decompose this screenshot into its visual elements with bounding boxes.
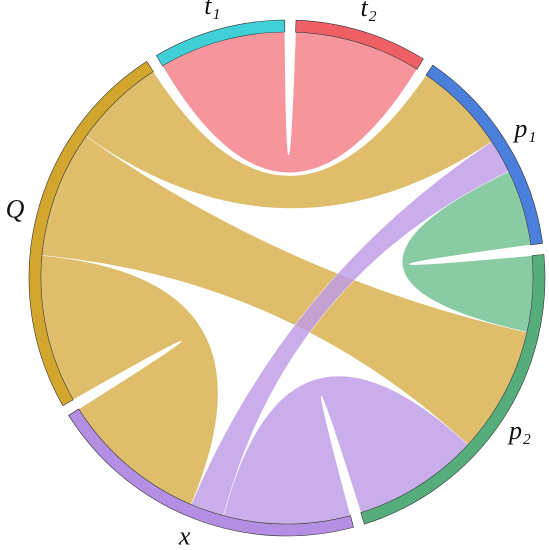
node-label: x [178,522,191,550]
node-label: Q [6,195,25,224]
node-label: t₁ [204,0,220,20]
node-arc [155,19,286,67]
node-label: p₁ [512,114,536,143]
node-arc [68,408,354,537]
node-arc [425,64,543,246]
node-label: t₂ [361,0,377,22]
node-arc [360,254,546,525]
node-arc [28,60,154,407]
node-label: p₂ [507,416,531,445]
node-arc [295,19,424,70]
